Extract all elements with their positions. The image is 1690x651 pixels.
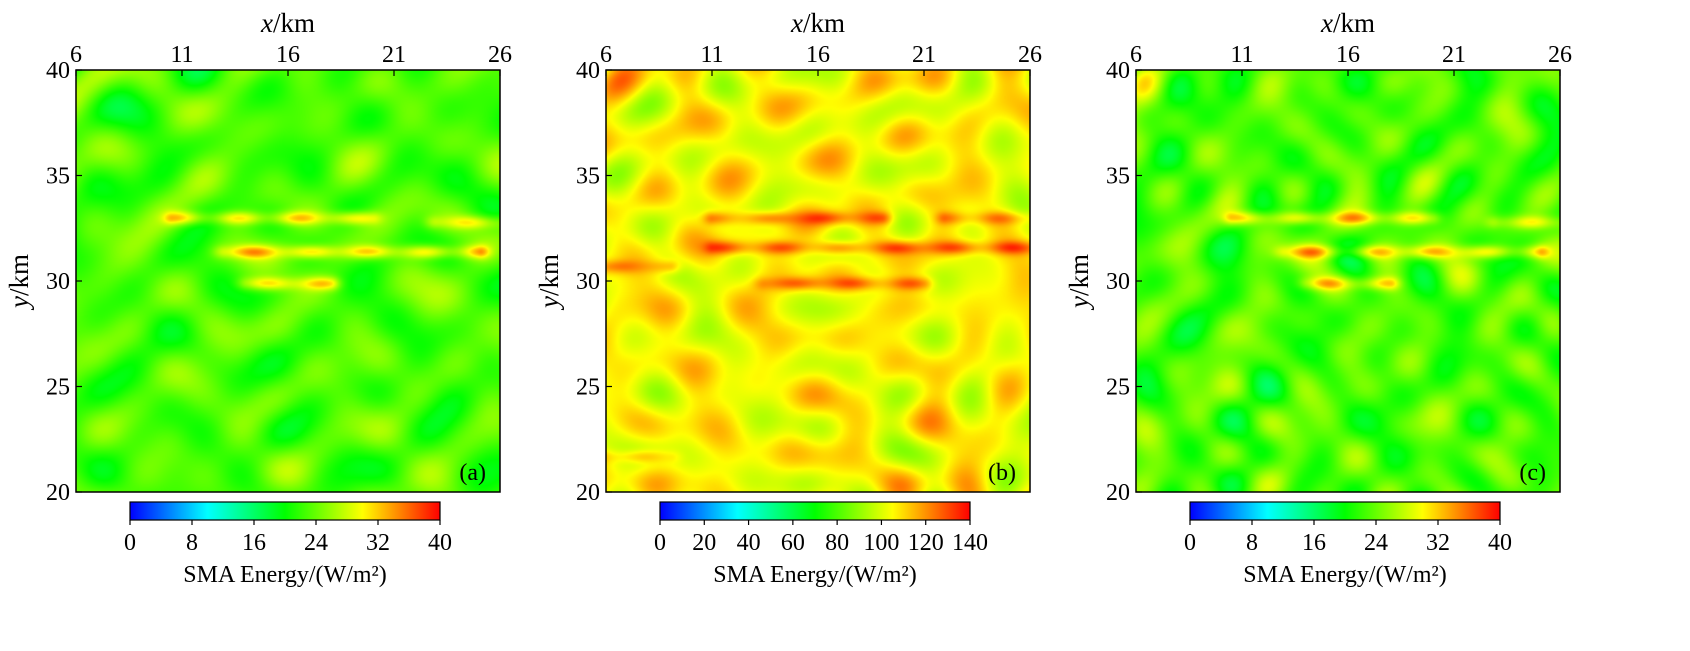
x-tick-label-c: 26 (1548, 42, 1572, 68)
colorbar-c (1189, 501, 1501, 521)
heatmap-image-c (1136, 70, 1560, 492)
y-tick-label-b: 30 (576, 269, 600, 295)
y-axis-title-c: y/km (1064, 254, 1094, 311)
x-tick-label-a: 26 (488, 42, 512, 68)
colorbar-tick-label-c: 0 (1184, 530, 1196, 556)
x-tick-label-b: 16 (806, 42, 830, 68)
y-tick-label-a: 30 (46, 269, 70, 295)
y-tick-label-c: 35 (1106, 164, 1130, 190)
colorbar-tick-label-b: 120 (908, 530, 944, 556)
y-tick-label-a: 25 (46, 375, 70, 401)
colorbar-tick-label-b: 100 (863, 530, 899, 556)
colorbar-tick-label-b: 0 (654, 530, 666, 556)
y-tick-label-b: 40 (576, 58, 600, 84)
colorbar-tick-label-b: 140 (952, 530, 988, 556)
heatmap-image-a (76, 70, 500, 492)
colorbar-tick-label-a: 24 (304, 530, 328, 556)
x-tick-label-b: 26 (1018, 42, 1042, 68)
colorbar-tick-label-c: 24 (1364, 530, 1388, 556)
x-axis-title-b: x/km (790, 8, 845, 38)
colorbar-title-b: SMA Energy/(W/m²) (713, 562, 916, 588)
x-tick-label-a: 6 (70, 42, 82, 68)
colorbar-tick-label-c: 8 (1246, 530, 1258, 556)
colorbar-title-a: SMA Energy/(W/m²) (183, 562, 386, 588)
panel-label-b: (b) (988, 460, 1016, 486)
x-tick-label-b: 11 (700, 42, 723, 68)
panel-a: 6 11 16 21 26 x/km 20 25 30 35 40 y/km (a) 0 8 16 24 32 40… (0, 0, 560, 646)
colorbar-tick-label-b: 20 (692, 530, 716, 556)
panel-b: 6 11 16 21 26 x/km 20 25 30 35 40 y/km (b) 0 20 40 60 80 1… (530, 0, 1090, 646)
y-tick-label-b: 20 (576, 480, 600, 506)
y-tick-label-c: 40 (1106, 58, 1130, 84)
colorbar-a (129, 501, 441, 521)
y-tick-label-c: 30 (1106, 269, 1130, 295)
panel-c: 6 11 16 21 26 x/km 20 25 30 35 40 y/km (c) 0 8 16 24 32 40… (1060, 0, 1620, 646)
colorbar-tick-label-b: 80 (825, 530, 849, 556)
y-axis-title-a: y/km (4, 254, 34, 311)
y-tick-label-a: 20 (46, 480, 70, 506)
colorbar-tick-label-c: 40 (1488, 530, 1512, 556)
colorbar-tick-label-b: 40 (737, 530, 761, 556)
x-axis-title-c: x/km (1320, 8, 1375, 38)
x-tick-label-c: 16 (1336, 42, 1360, 68)
x-axis-title-a: x/km (260, 8, 315, 38)
x-tick-label-a: 21 (382, 42, 406, 68)
colorbar-tick-label-c: 16 (1302, 530, 1326, 556)
colorbar-tick-label-a: 40 (428, 530, 452, 556)
colorbar-b (659, 501, 971, 521)
heatmap-chart-b: 6 11 16 21 26 x/km 20 25 30 35 40 y/km (b) 0 20 40 60 80 1… (534, 8, 1042, 588)
colorbar-tick-label-a: 32 (366, 530, 390, 556)
x-tick-label-c: 6 (1130, 42, 1142, 68)
y-axis-title-b: y/km (534, 254, 564, 311)
heatmap-chart-c: 6 11 16 21 26 x/km 20 25 30 35 40 y/km (c) 0 8 16 24 32 40… (1064, 8, 1572, 588)
x-tick-label-a: 16 (276, 42, 300, 68)
colorbar-title-c: SMA Energy/(W/m²) (1243, 562, 1446, 588)
colorbar-tick-label-a: 8 (186, 530, 198, 556)
y-tick-label-c: 20 (1106, 480, 1130, 506)
heatmap-chart-a: 6 11 16 21 26 x/km 20 25 30 35 40 y/km (a) 0 8 16 24 32 40… (4, 8, 512, 588)
colorbar-tick-label-a: 0 (124, 530, 136, 556)
colorbar-tick-label-c: 32 (1426, 530, 1450, 556)
x-tick-label-c: 11 (1230, 42, 1253, 68)
heatmap-image-b (606, 70, 1030, 492)
x-tick-label-c: 21 (1442, 42, 1466, 68)
colorbar-tick-label-a: 16 (242, 530, 266, 556)
y-tick-label-b: 25 (576, 375, 600, 401)
colorbar-tick-label-b: 60 (781, 530, 805, 556)
y-tick-label-a: 35 (46, 164, 70, 190)
x-tick-label-a: 11 (170, 42, 193, 68)
y-tick-label-b: 35 (576, 164, 600, 190)
x-tick-label-b: 6 (600, 42, 612, 68)
panel-label-a: (a) (459, 460, 486, 486)
panel-label-c: (c) (1519, 460, 1546, 486)
y-tick-label-a: 40 (46, 58, 70, 84)
x-tick-label-b: 21 (912, 42, 936, 68)
y-tick-label-c: 25 (1106, 375, 1130, 401)
